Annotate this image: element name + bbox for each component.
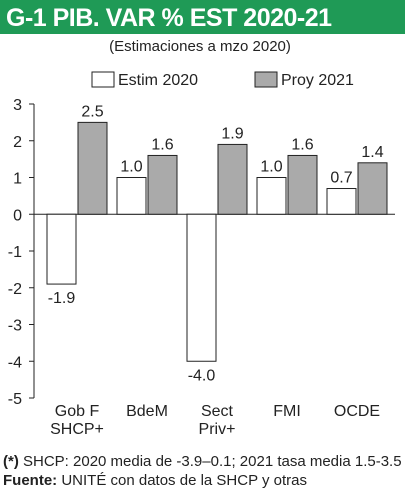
source-label: Fuente: <box>3 472 58 489</box>
bar-value-label: -4.0 <box>188 367 216 384</box>
bar-proy-2021 <box>217 143 248 215</box>
bar-proy-2021 <box>357 162 388 215</box>
y-tick-label: 1 <box>13 171 22 188</box>
y-tick-label: -4 <box>8 354 22 371</box>
bar-proy-2021 <box>287 154 318 215</box>
bar-estim-2020 <box>256 177 287 215</box>
chart-title: G-1 PIB. VAR % EST 2020-21 <box>6 4 332 32</box>
legend: Estim 2020 Proy 2021 <box>91 71 354 89</box>
y-tick-label: -1 <box>8 244 22 261</box>
bar-estim-2020 <box>46 213 77 285</box>
bar-value-label: 1.6 <box>291 136 313 153</box>
source-text: UNITÉ con datos de la SHCP y otras <box>57 472 308 489</box>
bars <box>46 121 388 362</box>
bar-labels: -1.9 2.5 1.0 1.6 -4.0 1.9 1.0 1.6 0.7 1.4 <box>48 103 384 384</box>
y-tick-label: 2 <box>13 134 22 151</box>
bar-value-label: 1.9 <box>221 125 243 142</box>
bar-chart: (Estimaciones a mzo 2020) Estim 2020 Pro… <box>8 38 395 438</box>
y-tick-label: -2 <box>8 281 22 298</box>
chart-subtitle: (Estimaciones a mzo 2020) <box>109 38 291 55</box>
bar-estim-2020 <box>186 213 217 362</box>
x-category-label: Sect <box>201 403 234 420</box>
footnote: (*) SHCP: 2020 media de -3.9–0.1; 2021 t… <box>3 452 403 490</box>
y-tick-label: 0 <box>13 207 22 224</box>
footnote-star: (*) <box>3 453 19 470</box>
bar-value-label: 1.6 <box>151 136 173 153</box>
bar-value-label: 1.0 <box>120 159 142 176</box>
y-tick-label: 3 <box>13 97 22 114</box>
bar-value-label: 1.4 <box>361 144 383 161</box>
legend-swatch-proy-2021 <box>254 71 278 88</box>
x-category-label: Priv+ <box>199 421 236 438</box>
x-category-label: BdeM <box>126 403 168 420</box>
title-bar: G-1 PIB. VAR % EST 2020-21 <box>0 0 405 34</box>
y-tick-label: -3 <box>8 318 22 335</box>
bar-proy-2021 <box>77 121 108 215</box>
x-category-label: Gob F <box>55 403 100 420</box>
bar-proy-2021 <box>147 154 178 215</box>
x-category-label: OCDE <box>334 403 380 420</box>
x-category-label: SHCP+ <box>50 421 104 438</box>
y-tick-label: -5 <box>8 391 22 408</box>
x-category-label: FMI <box>273 403 301 420</box>
bar-estim-2020 <box>326 188 357 215</box>
legend-label-estim-2020: Estim 2020 <box>118 72 198 89</box>
legend-label-proy-2021: Proy 2021 <box>281 72 354 89</box>
bar-value-label: 2.5 <box>81 103 103 120</box>
y-ticks: 3 2 1 0 -1 -2 -3 -4 -5 <box>8 97 34 408</box>
bar-value-label: -1.9 <box>48 290 76 307</box>
bar-value-label: 1.0 <box>260 159 282 176</box>
legend-swatch-estim-2020 <box>91 71 115 88</box>
bar-value-label: 0.7 <box>330 170 352 187</box>
footnote-text: SHCP: 2020 media de -3.9–0.1; 2021 tasa … <box>18 453 402 470</box>
bar-estim-2020 <box>116 177 147 215</box>
